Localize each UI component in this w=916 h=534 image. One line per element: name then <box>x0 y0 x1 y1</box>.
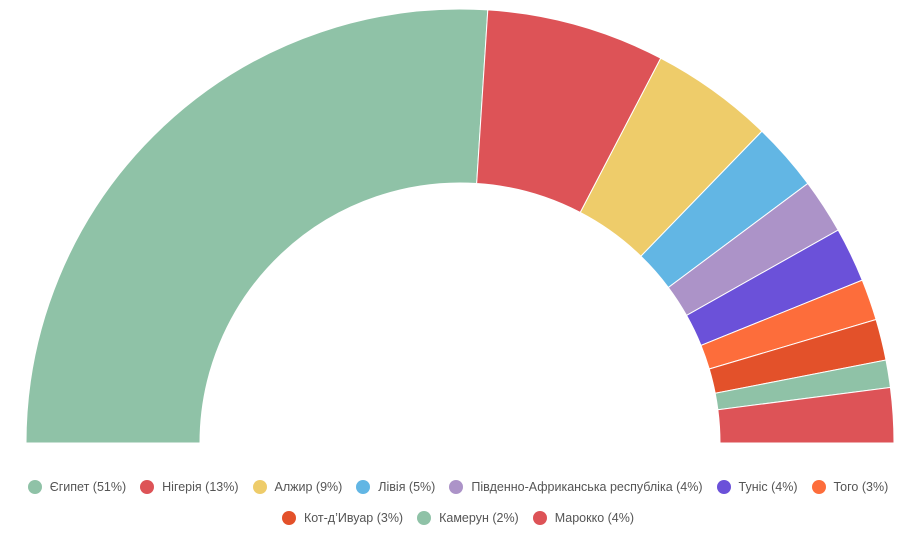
legend-row-2: Кот-д’Ивуар (3%) Камерун (2%) Марокко (4%) <box>0 511 916 525</box>
semicircle-donut-chart <box>25 8 895 444</box>
legend-marker <box>811 480 826 494</box>
legend-marker <box>281 511 296 525</box>
legend-marker <box>27 480 42 494</box>
legend-item-7[interactable]: Кот-д’Ивуар (3%) <box>281 511 404 525</box>
legend-item-1[interactable]: Нігерія (13%) <box>140 480 239 494</box>
legend-label: Туніс (4%) <box>738 480 798 494</box>
legend-item-5[interactable]: Туніс (4%) <box>716 480 798 494</box>
legend-item-6[interactable]: Того (3%) <box>811 480 889 494</box>
legend-label: Нігерія (13%) <box>162 480 239 494</box>
legend-label: Південно-Африканська республіка (4%) <box>471 480 703 494</box>
legend-item-9[interactable]: Марокко (4%) <box>532 511 635 525</box>
legend-marker <box>449 480 464 494</box>
legend-row-1: Єгипет (51%) Нігерія (13%) Алжир (9%) Лівія… <box>0 480 916 494</box>
legend-item-4[interactable]: Південно-Африканська республіка (4%) <box>449 480 703 494</box>
legend-label: Того (3%) <box>833 480 889 494</box>
slice-9[interactable] <box>717 386 895 444</box>
legend-label: Лівія (5%) <box>378 480 436 494</box>
legend-label: Єгипет (51%) <box>49 480 127 494</box>
legend-item-3[interactable]: Лівія (5%) <box>356 480 435 494</box>
legend-marker <box>716 480 731 494</box>
legend-item-8[interactable]: Камерун (2%) <box>417 511 519 525</box>
legend-marker <box>532 511 547 525</box>
legend-marker <box>252 480 267 494</box>
legend-label: Марокко (4%) <box>554 511 635 525</box>
legend-item-2[interactable]: Алжир (9%) <box>252 480 343 494</box>
legend-marker <box>417 511 432 525</box>
legend-label: Алжир (9%) <box>274 480 343 494</box>
legend-label: Камерун (2%) <box>439 511 519 525</box>
slice-0[interactable] <box>25 8 489 444</box>
legend-marker <box>356 480 371 494</box>
legend-label: Кот-д’Ивуар (3%) <box>303 511 404 525</box>
legend-item-0[interactable]: Єгипет (51%) <box>27 480 127 494</box>
legend-marker <box>140 480 155 494</box>
